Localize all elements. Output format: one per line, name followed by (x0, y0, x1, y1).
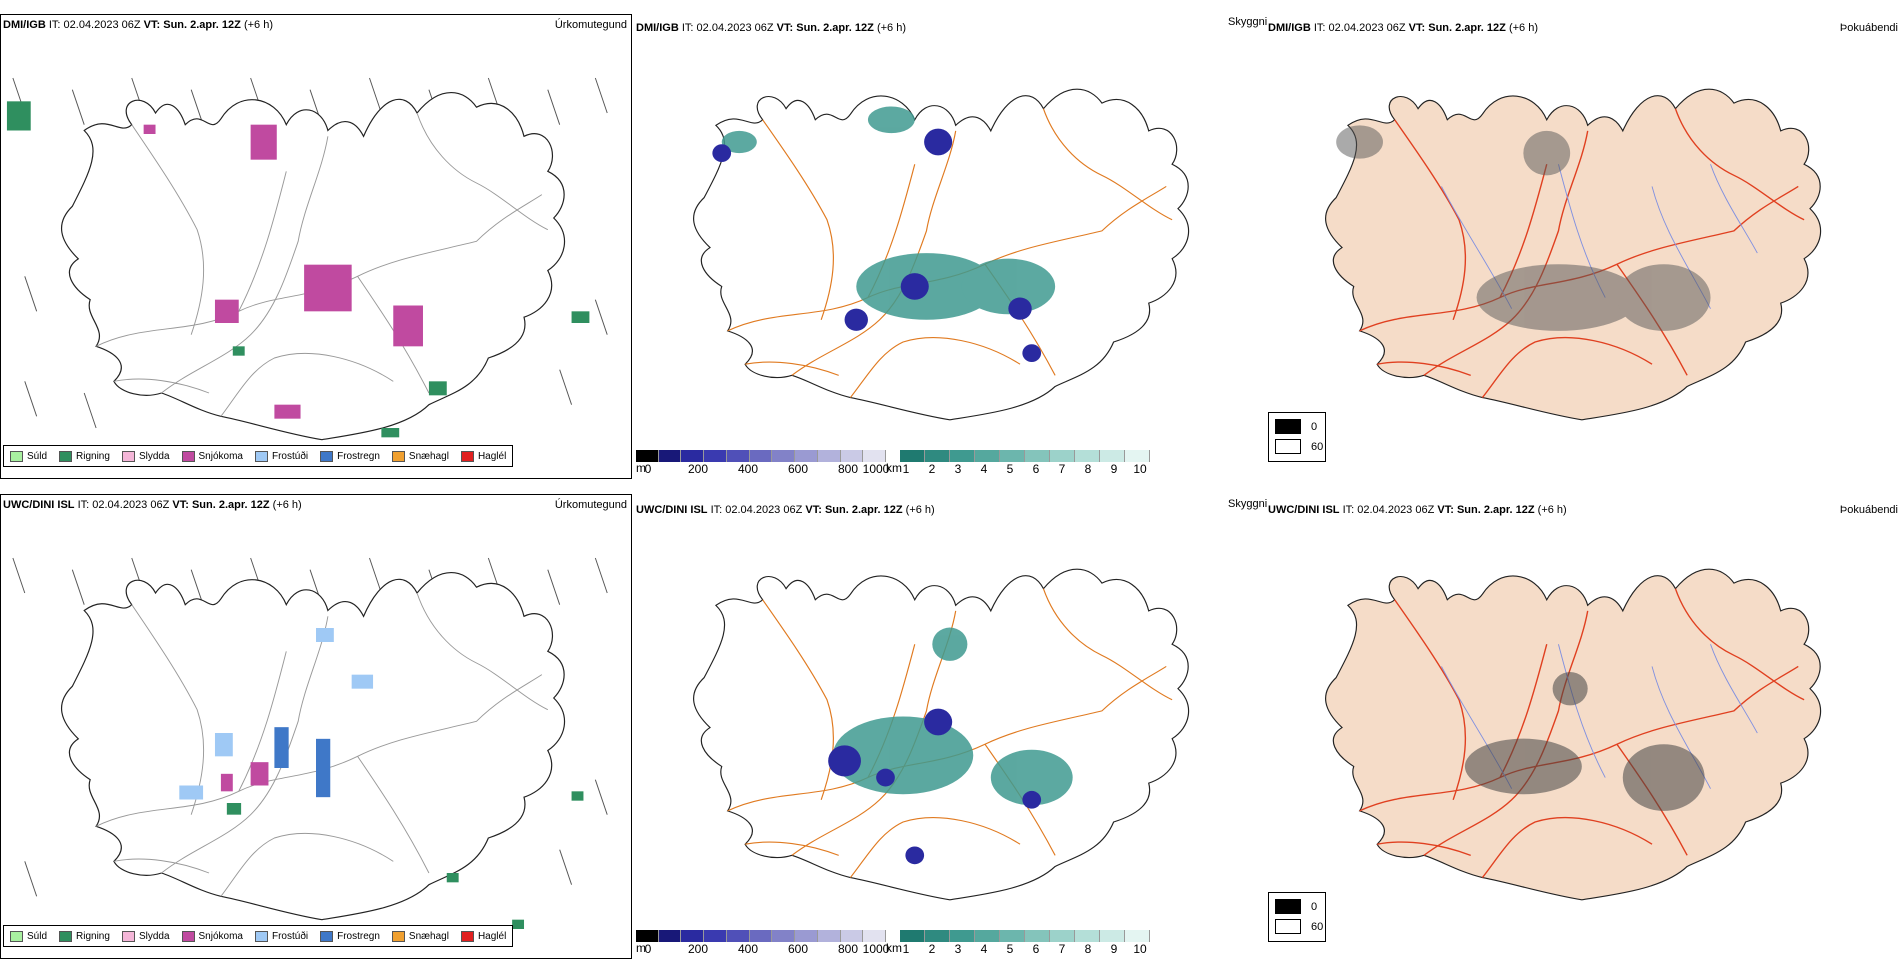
low-ceiling-areas (828, 708, 1042, 865)
legend-item: Slydda (121, 450, 170, 462)
fog-index-label: Þokuábendi (1839, 504, 1898, 516)
fog-legend: 0 60 (1268, 892, 1326, 942)
fog-panel-dmi: DMI/IGB IT: 02.04.2023 06Z VT: Sun. 2.ap… (1266, 14, 1898, 479)
visibility-label: Skyggni (1228, 16, 1268, 28)
ceiling-unit: m (636, 941, 646, 955)
legend-item: Haglél (460, 450, 506, 462)
precip-legend: Súld Rigning Slydda Snjókoma Frostúði Fr… (3, 445, 514, 467)
wind-barbs (12, 557, 608, 897)
legend-swatch (121, 930, 135, 942)
legend-swatch (181, 450, 195, 462)
legend-swatch (59, 450, 73, 462)
legend-item: Rigning (59, 930, 110, 942)
legend-item: Súld (10, 930, 47, 942)
legend-swatch (320, 450, 334, 462)
precip-type-label: Úrkomutegund (554, 499, 627, 511)
legend-swatch (181, 930, 195, 942)
fog-map (1325, 88, 1822, 421)
legend-swatch (254, 930, 268, 942)
precip-panel-dmi: DMI/IGB IT: 02.04.2023 06Z VT: Sun. 2.ap… (0, 14, 632, 479)
precip-type-label: Úrkomutegund (554, 19, 627, 31)
legend-swatch (320, 930, 334, 942)
precip-map (12, 557, 608, 929)
panel-title: DMI/IGB IT: 02.04.2023 06Z VT: Sun. 2.ap… (1268, 22, 1538, 34)
freezing-rain-areas (274, 727, 331, 798)
fog-legend: 0 60 (1268, 412, 1326, 462)
legend-item: Snjókoma (181, 450, 243, 462)
low-ceiling-areas (712, 128, 1042, 362)
panel-title: UWC/DINI ISL IT: 02.04.2023 06Z VT: Sun.… (3, 499, 302, 511)
visibility-unit: km (886, 941, 902, 955)
fog-shading (1336, 125, 1711, 331)
panel-title: UWC/DINI ISL IT: 02.04.2023 06Z VT: Sun.… (1268, 504, 1567, 516)
legend-swatch (391, 450, 405, 462)
precip-panel-uwc: UWC/DINI ISL IT: 02.04.2023 06Z VT: Sun.… (0, 494, 632, 959)
legend-swatch (254, 450, 268, 462)
legend-item: Rigning (59, 450, 110, 462)
rain-areas (226, 791, 584, 929)
cloud-map (693, 88, 1190, 421)
legend-swatch (59, 930, 73, 942)
snow-areas (220, 762, 269, 792)
legend-swatch (460, 450, 474, 462)
legend-item: Snæhagl (391, 930, 449, 942)
visibility-label: Skyggni (1228, 498, 1268, 510)
legend-item: Frostregn (320, 930, 380, 942)
fog-shading (1464, 672, 1705, 811)
legend-item: Slydda (121, 930, 170, 942)
cloud-panel-dmi: DMI/IGB IT: 02.04.2023 06Z VT: Sun. 2.ap… (634, 14, 1326, 479)
legend-item: Súld (10, 450, 47, 462)
legend-item: Frostregn (320, 450, 380, 462)
visibility-colorbar (900, 450, 1150, 462)
ceiling-colorbar (636, 930, 887, 942)
legend-item: Frostúði (254, 930, 308, 942)
legend-swatch (10, 450, 23, 462)
snow-areas (143, 124, 423, 419)
wind-barbs (12, 77, 608, 429)
legend-swatch (121, 450, 135, 462)
legend-swatch (391, 930, 405, 942)
low-visibility-areas (832, 627, 1073, 806)
fog-index-label: Þokuábendi (1839, 22, 1898, 34)
freezing-drizzle-areas (179, 628, 374, 800)
legend-item: Snæhagl (391, 450, 449, 462)
panel-title: DMI/IGB IT: 02.04.2023 06Z VT: Sun. 2.ap… (636, 22, 906, 34)
panel-title: DMI/IGB IT: 02.04.2023 06Z VT: Sun. 2.ap… (3, 19, 273, 31)
rain-areas (6, 101, 590, 438)
legend-item: Haglél (460, 930, 506, 942)
fog-panel-uwc: UWC/DINI ISL IT: 02.04.2023 06Z VT: Sun.… (1266, 494, 1898, 959)
visibility-colorbar (900, 930, 1150, 942)
precip-legend: Súld Rigning Slydda Snjókoma Frostúði Fr… (3, 925, 514, 947)
legend-swatch (10, 930, 23, 942)
panel-title: UWC/DINI ISL IT: 02.04.2023 06Z VT: Sun.… (636, 504, 935, 516)
legend-item: Snjókoma (181, 930, 243, 942)
ceiling-unit: m (636, 461, 646, 475)
cloud-panel-uwc: UWC/DINI ISL IT: 02.04.2023 06Z VT: Sun.… (634, 494, 1326, 959)
fog-map (1325, 568, 1822, 901)
precip-map (6, 77, 608, 441)
legend-swatch (460, 930, 474, 942)
visibility-unit: km (886, 461, 902, 475)
legend-item: Frostúði (254, 450, 308, 462)
ceiling-colorbar (636, 450, 887, 462)
cloud-map (693, 568, 1190, 901)
